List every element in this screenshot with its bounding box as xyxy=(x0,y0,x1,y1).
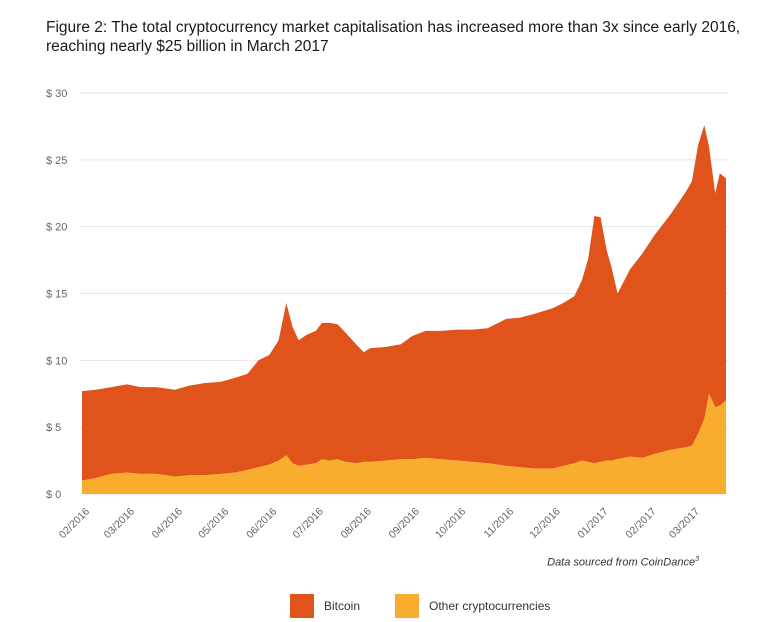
x-tick-label: 01/2017 xyxy=(575,506,610,541)
x-axis-ticks: 02/2016 03/2016 04/2016 05/2016 06/2016 07/20… xyxy=(57,506,702,541)
x-tick-label: 11/2016 xyxy=(482,506,517,541)
x-tick-label: 03/2017 xyxy=(667,506,702,541)
y-tick-label: $ 25 xyxy=(46,155,67,167)
x-tick-label: 02/2017 xyxy=(623,506,658,541)
y-tick-label: $ 5 xyxy=(46,422,61,434)
chart-legend: Bitcoin Other cryptocurrencies xyxy=(0,594,777,620)
legend-swatch-other xyxy=(395,594,419,618)
legend-label-other: Other cryptocurrencies xyxy=(429,599,551,613)
x-tick-label: 03/2016 xyxy=(102,506,137,541)
legend-swatch-bitcoin xyxy=(290,594,314,618)
data-source-footnote: 3 xyxy=(695,556,699,563)
legend-item-bitcoin: Bitcoin xyxy=(290,594,360,618)
x-tick-label: 06/2016 xyxy=(244,506,279,541)
stacked-areas xyxy=(82,125,726,494)
y-tick-label: $ 20 xyxy=(46,222,67,234)
figure-title-line-1: Figure 2: The total cryptocurrency marke… xyxy=(46,19,741,36)
y-tick-label: $ 30 xyxy=(46,88,67,100)
data-source-text: Data sourced from CoinDance xyxy=(547,556,696,569)
market-cap-chart: $ 0 $ 5 $ 10 $ 15 $ 20 $ 25 $ 30 02/2016 03/201… xyxy=(46,88,728,541)
x-tick-label: 08/2016 xyxy=(339,506,374,541)
data-source-note: Data sourced from CoinDance3 xyxy=(547,556,699,569)
x-tick-label: 02/2016 xyxy=(57,506,92,541)
legend-label-bitcoin: Bitcoin xyxy=(324,599,361,613)
y-axis-ticks: $ 0 $ 5 $ 10 $ 15 $ 20 $ 25 $ 30 xyxy=(46,88,67,501)
figure-title: Figure 2: The total cryptocurrency marke… xyxy=(46,18,766,56)
x-tick-label: 07/2016 xyxy=(291,506,326,541)
x-tick-label: 04/2016 xyxy=(150,506,185,541)
series-area-bitcoin xyxy=(82,125,726,481)
legend-item-other: Other cryptocurrencies xyxy=(395,594,550,618)
x-tick-label: 10/2016 xyxy=(433,506,468,541)
series-area-other-cryptocurrencies xyxy=(82,393,726,494)
x-tick-label: 12/2016 xyxy=(527,506,562,541)
y-tick-label: $ 10 xyxy=(46,355,67,367)
y-tick-label: $ 15 xyxy=(46,289,67,301)
y-tick-label: $ 0 xyxy=(46,489,61,501)
x-tick-label: 05/2016 xyxy=(196,506,231,541)
figure-title-line-2: reaching nearly $25 billion in March 201… xyxy=(46,38,329,55)
x-tick-label: 09/2016 xyxy=(387,506,422,541)
